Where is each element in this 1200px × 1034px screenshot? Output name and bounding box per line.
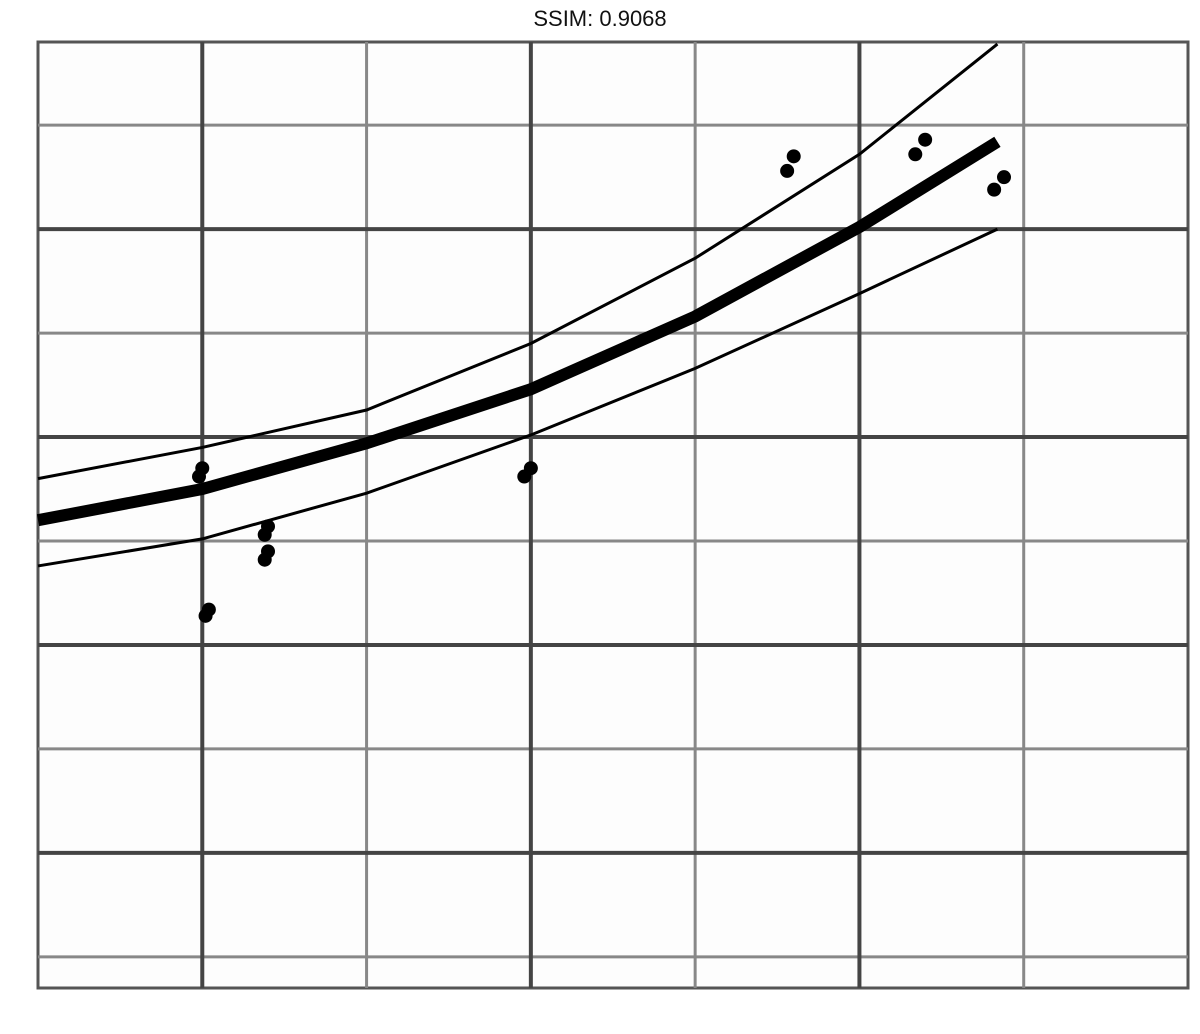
fit-line [36, 136, 1001, 527]
point [257, 552, 272, 567]
point [780, 163, 795, 178]
point [192, 469, 206, 484]
point [918, 132, 933, 147]
band-upper [37, 42, 999, 481]
chart-title: SSIM: 0.9068 [533, 6, 666, 31]
point [517, 469, 532, 484]
point [987, 182, 1002, 197]
plot-frame [36, 40, 1190, 990]
point [786, 149, 801, 164]
point [198, 608, 213, 623]
point [997, 170, 1011, 185]
band-lower [37, 227, 999, 568]
point [257, 527, 272, 542]
point [908, 147, 923, 162]
